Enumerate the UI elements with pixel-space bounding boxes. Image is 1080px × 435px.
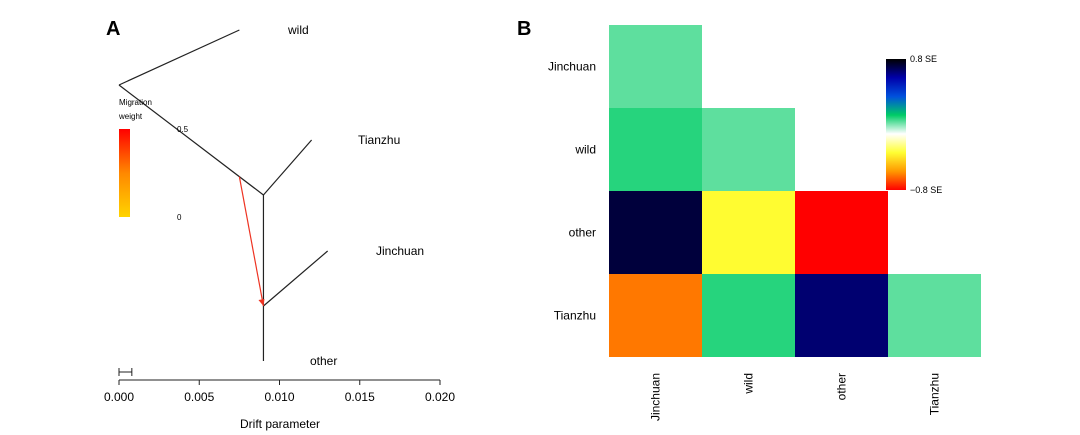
heatmap-row-label-tianzhu: Tianzhu (554, 309, 596, 323)
heatmap-col-label-wild: wild (742, 373, 756, 395)
branch-root-wild (118, 29, 240, 86)
heatmap-cell-other-other (795, 191, 888, 274)
tree-leaf-label-jinchuan: Jinchuan (376, 244, 424, 258)
branch-n2-jinchuan (263, 250, 329, 307)
migration-edge-arrow (258, 299, 265, 306)
heatmap-col-labels: Jinchuan wild other Tianzhu (649, 373, 942, 421)
se-colorbar-bar (886, 59, 906, 190)
drift-axis-tick-label: 0.005 (184, 390, 214, 404)
heatmap-cell-tianzhu-wild (702, 274, 795, 357)
heatmap-col-label-tianzhu: Tianzhu (928, 373, 942, 415)
se-colorbar: 0.8 SE −0.8 SE (886, 54, 942, 195)
tree-leaf-label-wild: wild (287, 23, 309, 37)
branch-n1-tianzhu (262, 139, 313, 196)
migration-edge (238, 176, 265, 307)
heatmap-cell-jinchuan-jinchuan (609, 25, 702, 108)
drift-axis-tick-label: 0.020 (425, 390, 455, 404)
migration-legend-min-label: 0 (177, 213, 182, 222)
heatmap-col-label-other: other (835, 373, 849, 400)
tree-leaf-labels: wild Tianzhu Jinchuan other (287, 23, 424, 368)
heatmap-row-label-other: other (569, 226, 596, 240)
panel-b-letter: B (517, 18, 531, 40)
panel-b-heatmap: B Jinchuan wild other Tianzhu Jinchuan wild o… (517, 18, 981, 421)
heatmap-cell-tianzhu-tianzhu (888, 274, 981, 357)
panel-a-letter: A (106, 18, 120, 40)
heatmap-row-labels: Jinchuan wild other Tianzhu (548, 60, 596, 323)
migration-legend-bar (119, 129, 130, 217)
heatmap-cell-other-jinchuan (609, 191, 702, 274)
drift-axis: 0.000 0.005 0.010 0.015 0.020 (104, 368, 455, 404)
heatmap-cell-tianzhu-other (795, 274, 888, 357)
heatmap-row-label-wild: wild (574, 143, 596, 157)
tree-leaf-label-other: other (310, 354, 337, 368)
drift-axis-tick-label: 0.010 (264, 390, 294, 404)
se-colorbar-min-label: −0.8 SE (910, 185, 942, 195)
panel-a-tree: A wild Tianzhu Jinchuan other Migration wei… (104, 18, 455, 431)
migration-legend-title-1: Migration (119, 98, 152, 107)
heatmap-row-label-jinchuan: Jinchuan (548, 60, 596, 74)
drift-axis-tick-label: 0.000 (104, 390, 134, 404)
migration-legend-max-label: 0.5 (177, 125, 189, 134)
heatmap-col-label-jinchuan: Jinchuan (649, 373, 663, 421)
heatmap-cell-other-wild (702, 191, 795, 274)
migration-legend-title-2: weight (118, 112, 143, 121)
heatmap-cell-tianzhu-jinchuan (609, 274, 702, 357)
drift-axis-tick-label: 0.015 (345, 390, 375, 404)
tree-branches (118, 29, 329, 361)
heatmap-cell-wild-jinchuan (609, 108, 702, 191)
drift-axis-title: Drift parameter (240, 417, 320, 431)
migration-legend: Migration weight 0.5 0 (118, 98, 189, 222)
tree-leaf-label-tianzhu: Tianzhu (358, 133, 400, 147)
se-colorbar-max-label: 0.8 SE (910, 54, 937, 64)
heatmap-cell-wild-wild (702, 108, 795, 191)
heatmap-cells (609, 25, 981, 357)
